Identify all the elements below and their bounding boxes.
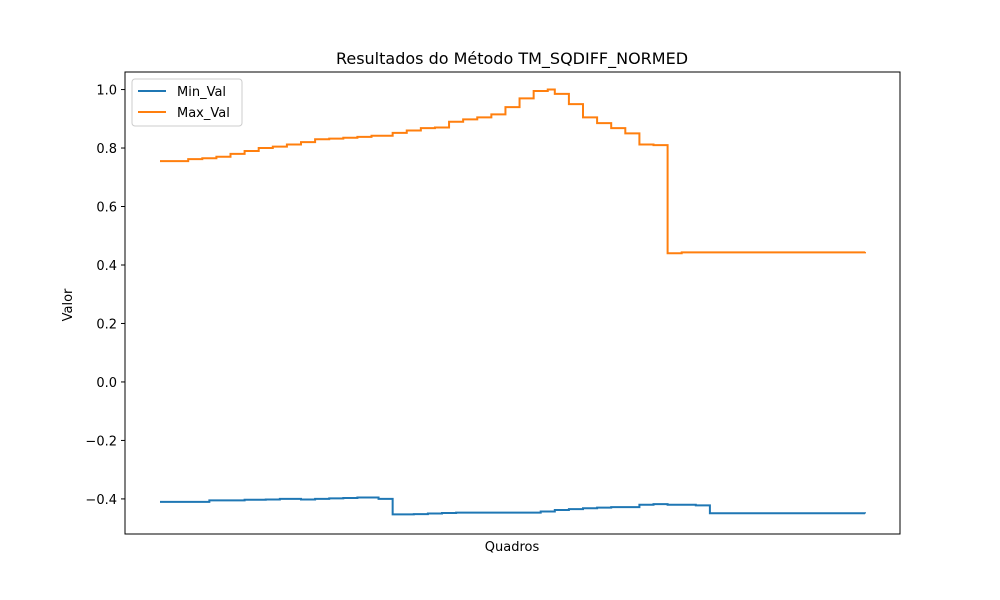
y-tick-label: 1.0	[96, 84, 117, 99]
y-tick-label: 0.4	[96, 259, 117, 274]
legend-label-min-val: Min_Val	[177, 85, 226, 100]
series-line-min-val	[160, 496, 866, 516]
series-line-max-val	[160, 88, 866, 255]
y-tick-label: 0.2	[96, 317, 117, 332]
y-tick-label: 0.6	[96, 201, 117, 216]
chart-title: Resultados do Método TM_SQDIFF_NORMED	[336, 49, 688, 69]
y-tick-label: −0.4	[85, 493, 117, 508]
plot-frame	[124, 71, 901, 535]
y-axis-ticks: −0.4 −0.2 0.0 0.2 0.4 0.6 0.8 1.0	[85, 84, 125, 508]
legend: Min_Val Max_Val	[131, 78, 243, 127]
y-tick-label: −0.2	[85, 434, 117, 449]
y-axis-label: Valor	[61, 288, 76, 321]
y-tick-label: 0.0	[96, 376, 117, 391]
legend-label-max-val: Max_Val	[177, 106, 230, 121]
x-axis-label: Quadros	[485, 540, 540, 555]
y-tick-label: 0.8	[96, 142, 117, 157]
series-lines	[160, 88, 866, 516]
